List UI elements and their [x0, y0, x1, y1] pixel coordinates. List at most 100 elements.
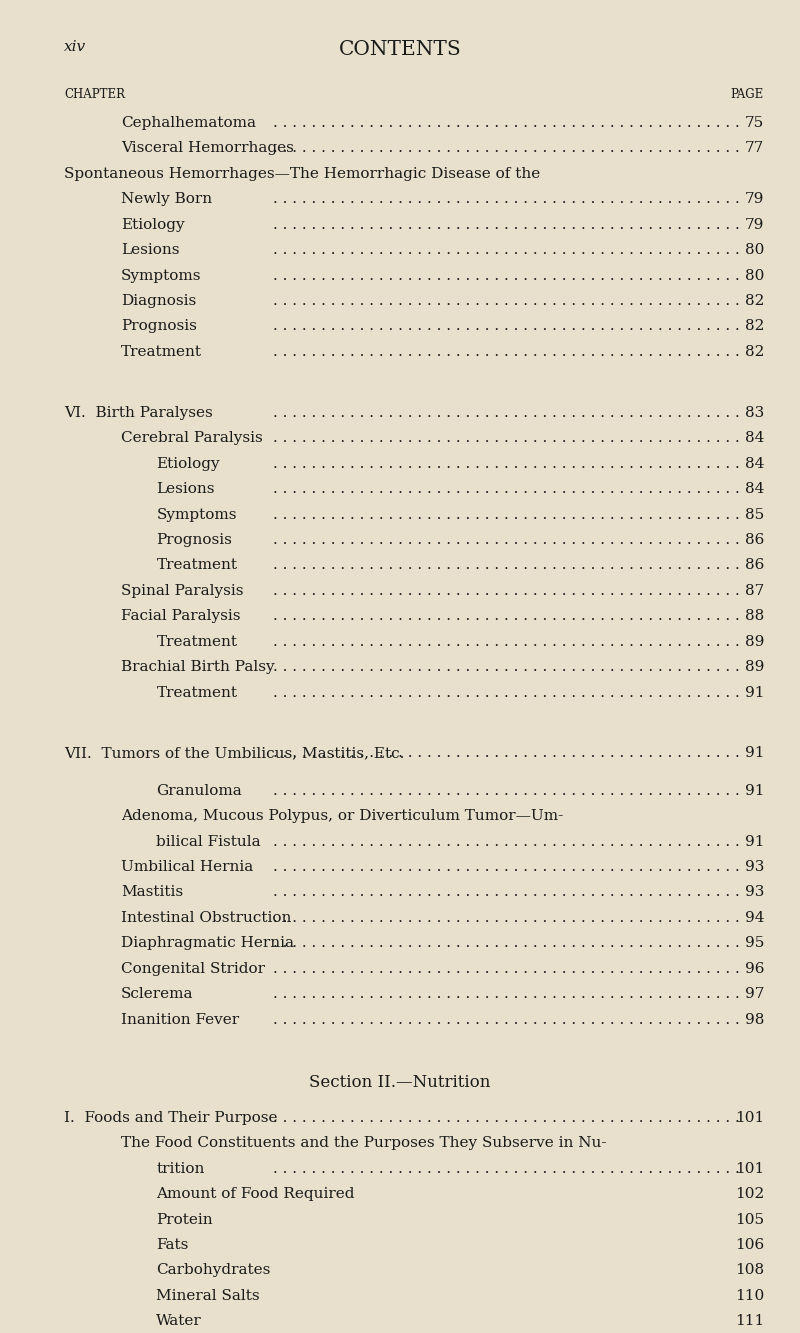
Text: 101: 101	[734, 1110, 764, 1125]
Text: 111: 111	[734, 1314, 764, 1328]
Text: 95: 95	[745, 936, 764, 950]
Text: Etiology: Etiology	[122, 217, 185, 232]
Text: . . . . . . . . . . . . . . . . . . . . . . . . . . . . . . . . . . . . . . . . : . . . . . . . . . . . . . . . . . . . . …	[274, 1161, 740, 1176]
Text: Prognosis: Prognosis	[122, 320, 197, 333]
Text: Lesions: Lesions	[157, 483, 215, 496]
Text: CONTENTS: CONTENTS	[338, 40, 462, 59]
Text: Intestinal Obstruction: Intestinal Obstruction	[122, 910, 291, 925]
Text: . . . . . . . . . . . . . . . . . . . . . . . . . . . . . . . . . . . . . . . . : . . . . . . . . . . . . . . . . . . . . …	[274, 431, 740, 445]
Text: Treatment: Treatment	[157, 635, 238, 649]
Text: . . . . . . . . . . . . . . . . . . . . . . . . . . . . . . . . . . . . . . . . : . . . . . . . . . . . . . . . . . . . . …	[274, 217, 740, 232]
Text: Umbilical Hernia: Umbilical Hernia	[122, 860, 254, 874]
Text: 96: 96	[745, 962, 764, 976]
Text: . . . . . . . . . . . . . . . . . . . . . . . . . . . . . . . . . . . . . . . . : . . . . . . . . . . . . . . . . . . . . …	[274, 936, 740, 950]
Text: . . . . . . . . . . . . . . . . . . . . . . . . . . . . . . . . . . . . . . . . : . . . . . . . . . . . . . . . . . . . . …	[274, 1110, 740, 1125]
Text: 84: 84	[745, 457, 764, 471]
Text: Prognosis: Prognosis	[157, 533, 232, 547]
Text: . . . . . . . . . . . . . . . . . . . . . . . . . . . . . . . . . . . . . . . . : . . . . . . . . . . . . . . . . . . . . …	[274, 295, 740, 308]
Text: trition: trition	[157, 1161, 205, 1176]
Text: Fats: Fats	[157, 1238, 189, 1252]
Text: bilical Fistula: bilical Fistula	[157, 834, 261, 849]
Text: . . . . . . . . . . . . . . . . . . . . . . . . . . . . . . . . . . . . . . . . : . . . . . . . . . . . . . . . . . . . . …	[274, 116, 740, 129]
Text: . . . . . . . . . . . . . . . . . . . . . . . . . . . . . . . . . . . . . . . . : . . . . . . . . . . . . . . . . . . . . …	[274, 910, 740, 925]
Text: . . . . . . . . . . . . . . . . . . . . . . . . . . . . . . . . . . . . . . . . : . . . . . . . . . . . . . . . . . . . . …	[274, 320, 740, 333]
Text: Adenoma, Mucous Polypus, or Diverticulum Tumor—Um-: Adenoma, Mucous Polypus, or Diverticulum…	[122, 809, 563, 824]
Text: Newly Born: Newly Born	[122, 192, 212, 207]
Text: . . . . . . . . . . . . . . . . . . . . . . . . . . . . . . . . . . . . . . . . : . . . . . . . . . . . . . . . . . . . . …	[274, 609, 740, 624]
Text: Symptoms: Symptoms	[122, 268, 202, 283]
Text: . . . . . . . . . . . . . . . . . . . . . . . . . . . . . . . . . . . . . . . . : . . . . . . . . . . . . . . . . . . . . …	[274, 508, 740, 521]
Text: . . . . . . . . . . . . . . . . . . . . . . . . . . . . . . . . . . . . . . . . : . . . . . . . . . . . . . . . . . . . . …	[274, 1188, 740, 1201]
Text: Lesions: Lesions	[122, 243, 180, 257]
Text: . . . . . . . . . . . . . . . . . . . . . . . . . . . . . . . . . . . . . . . . : . . . . . . . . . . . . . . . . . . . . …	[274, 1264, 740, 1277]
Text: Treatment: Treatment	[122, 345, 202, 359]
Text: . . . . . . . . . . . . . . . . . . . . . . . . . . . . . . . . . . . . . . . . : . . . . . . . . . . . . . . . . . . . . …	[274, 1289, 740, 1302]
Text: . . . . . . . . . . . . . . . . . . . . . . . . . . . . . . . . . . . . . . . . : . . . . . . . . . . . . . . . . . . . . …	[274, 1013, 740, 1026]
Text: Etiology: Etiology	[157, 457, 220, 471]
Text: Water: Water	[157, 1314, 202, 1328]
Text: . . . . . . . . . . . . . . . . . . . . . . . . . . . . . . . . . . . . . . . . : . . . . . . . . . . . . . . . . . . . . …	[274, 988, 740, 1001]
Text: . . . . . . . . . . . . . . . . . . . . . . . . . . . . . . . . . . . . . . . . : . . . . . . . . . . . . . . . . . . . . …	[274, 1314, 740, 1328]
Text: 102: 102	[734, 1188, 764, 1201]
Text: Granuloma: Granuloma	[157, 784, 242, 797]
Text: . . . . . . . . . . . . . . . . . . . . . . . . . . . . . . . . . . . . . . . . : . . . . . . . . . . . . . . . . . . . . …	[274, 660, 740, 674]
Text: Section II.—Nutrition: Section II.—Nutrition	[310, 1073, 490, 1090]
Text: Diagnosis: Diagnosis	[122, 295, 197, 308]
Text: 82: 82	[745, 295, 764, 308]
Text: Carbohydrates: Carbohydrates	[157, 1264, 270, 1277]
Text: . . . . . . . . . . . . . . . . . . . . . . . . . . . . . . . . . . . . . . . . : . . . . . . . . . . . . . . . . . . . . …	[274, 635, 740, 649]
Text: CHAPTER: CHAPTER	[64, 88, 125, 100]
Text: . . . . . . . . . . . . . . . . . . . . . . . . . . . . . . . . . . . . . . . . : . . . . . . . . . . . . . . . . . . . . …	[274, 243, 740, 257]
Text: 93: 93	[745, 860, 764, 874]
Text: 85: 85	[745, 508, 764, 521]
Text: The Food Constituents and the Purposes They Subserve in Nu-: The Food Constituents and the Purposes T…	[122, 1136, 606, 1150]
Text: 106: 106	[734, 1238, 764, 1252]
Text: Amount of Food Required: Amount of Food Required	[157, 1188, 355, 1201]
Text: 89: 89	[745, 660, 764, 674]
Text: Cerebral Paralysis: Cerebral Paralysis	[122, 431, 263, 445]
Text: Diaphragmatic Hernia: Diaphragmatic Hernia	[122, 936, 294, 950]
Text: Symptoms: Symptoms	[157, 508, 237, 521]
Text: 108: 108	[735, 1264, 764, 1277]
Text: 97: 97	[745, 988, 764, 1001]
Text: Protein: Protein	[157, 1213, 213, 1226]
Text: . . . . . . . . . . . . . . . . . . . . . . . . . . . . . . . . . . . . . . . . : . . . . . . . . . . . . . . . . . . . . …	[274, 860, 740, 874]
Text: 79: 79	[745, 192, 764, 207]
Text: 82: 82	[745, 320, 764, 333]
Text: 83: 83	[745, 405, 764, 420]
Text: Treatment: Treatment	[157, 685, 238, 700]
Text: . . . . . . . . . . . . . . . . . . . . . . . . . . . . . . . . . . . . . . . . : . . . . . . . . . . . . . . . . . . . . …	[274, 405, 740, 420]
Text: Sclerema: Sclerema	[122, 988, 194, 1001]
Text: 88: 88	[745, 609, 764, 624]
Text: 82: 82	[745, 345, 764, 359]
Text: Spontaneous Hemorrhages—The Hemorrhagic Disease of the: Spontaneous Hemorrhages—The Hemorrhagic …	[64, 167, 540, 181]
Text: 75: 75	[745, 116, 764, 129]
Text: . . . . . . . . . . . . . . . . . . . . . . . . . . . . . . . . . . . . . . . . : . . . . . . . . . . . . . . . . . . . . …	[274, 885, 740, 900]
Text: 91: 91	[745, 685, 764, 700]
Text: . . . . . . . . . . . . . . . . . . . . . . . . . . . . . . . . . . . . . . . . : . . . . . . . . . . . . . . . . . . . . …	[274, 685, 740, 700]
Text: 94: 94	[745, 910, 764, 925]
Text: VI.  Birth Paralyses: VI. Birth Paralyses	[64, 405, 213, 420]
Text: . . . . . . . . . . . . . . . . . . . . . . . . . . . . . . . . . . . . . . . . : . . . . . . . . . . . . . . . . . . . . …	[274, 784, 740, 797]
Text: 77: 77	[745, 141, 764, 156]
Text: 79: 79	[745, 217, 764, 232]
Text: 80: 80	[745, 243, 764, 257]
Text: Spinal Paralysis: Spinal Paralysis	[122, 584, 244, 597]
Text: Facial Paralysis: Facial Paralysis	[122, 609, 241, 624]
Text: . . . . . . . . . . . . . . . . . . . . . . . . . . . . . . . . . . . . . . . . : . . . . . . . . . . . . . . . . . . . . …	[274, 345, 740, 359]
Text: Brachial Birth Palsy: Brachial Birth Palsy	[122, 660, 275, 674]
Text: Mineral Salts: Mineral Salts	[157, 1289, 260, 1302]
Text: 84: 84	[745, 431, 764, 445]
Text: . . . . . . . . . . . . . . . . . . . . . . . . . . . . . . . . . . . . . . . . : . . . . . . . . . . . . . . . . . . . . …	[274, 746, 740, 760]
Text: 91: 91	[745, 784, 764, 797]
Text: 91: 91	[745, 746, 764, 760]
Text: 98: 98	[745, 1013, 764, 1026]
Text: 87: 87	[745, 584, 764, 597]
Text: . . . . . . . . . . . . . . . . . . . . . . . . . . . . . . . . . . . . . . . . : . . . . . . . . . . . . . . . . . . . . …	[274, 533, 740, 547]
Text: 105: 105	[735, 1213, 764, 1226]
Text: . . . . . . . . . . . . . . . . . . . . . . . . . . . . . . . . . . . . . . . . : . . . . . . . . . . . . . . . . . . . . …	[274, 834, 740, 849]
Text: . . . . . . . . . . . . . . . . . . . . . . . . . . . . . . . . . . . . . . . . : . . . . . . . . . . . . . . . . . . . . …	[274, 457, 740, 471]
Text: . . . . . . . . . . . . . . . . . . . . . . . . . . . . . . . . . . . . . . . . : . . . . . . . . . . . . . . . . . . . . …	[274, 559, 740, 572]
Text: . . . . . . . . . . . . . . . . . . . . . . . . . . . . . . . . . . . . . . . . : . . . . . . . . . . . . . . . . . . . . …	[274, 584, 740, 597]
Text: 110: 110	[734, 1289, 764, 1302]
